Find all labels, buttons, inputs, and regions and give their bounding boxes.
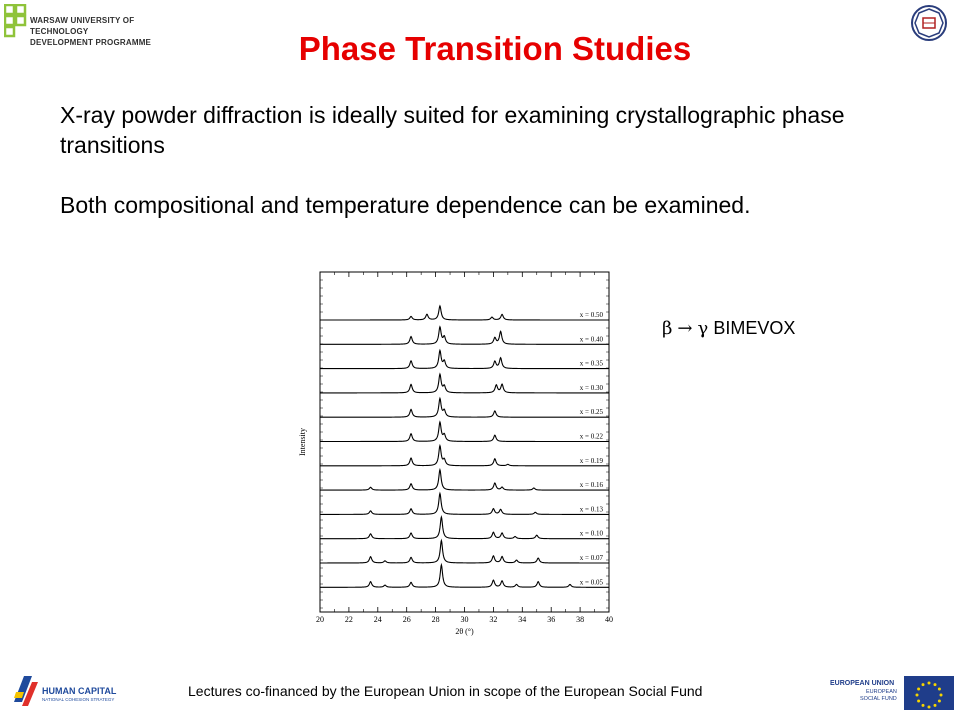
series-label: x = 0.25 <box>580 408 604 416</box>
x-tick-label: 36 <box>547 615 555 624</box>
eu-line3: SOCIAL FUND <box>860 696 897 702</box>
body-text: X-ray powder diffraction is ideally suit… <box>60 100 920 220</box>
wut-logo: WARSAW UNIVERSITY OF TECHNOLOGY DEVELOPM… <box>4 4 194 47</box>
university-emblem-icon <box>910 4 948 42</box>
footer-text: Lectures co-financed by the European Uni… <box>188 683 703 699</box>
series-line <box>320 348 609 370</box>
series-label: x = 0.19 <box>580 457 604 465</box>
xrd-chart-svg: 20 22 24 26 28 30 32 34 36 38 40 2θ (°) Intensity x =… <box>298 271 613 636</box>
x-tick-label: 38 <box>576 615 584 624</box>
series-label: x = 0.22 <box>580 433 604 441</box>
body-paragraph-1: X-ray powder diffraction is ideally suit… <box>60 102 845 158</box>
eu-logo: EUROPEAN UNION EUROPEAN SOCIAL FUND <box>820 672 960 716</box>
hc-line1: HUMAN CAPITAL <box>42 686 117 696</box>
series-label: x = 0.10 <box>580 530 604 538</box>
series-line <box>320 372 609 394</box>
series-label: x = 0.05 <box>580 578 604 586</box>
body-paragraph-2: Both compositional and temperature depen… <box>60 192 751 218</box>
series-line <box>320 562 609 588</box>
wut-org-line1: WARSAW UNIVERSITY OF TECHNOLOGY <box>30 16 135 36</box>
x-tick-label: 22 <box>345 615 353 624</box>
x-tick-label: 34 <box>518 615 526 624</box>
xrd-chart: 20 22 24 26 28 30 32 34 36 38 40 2θ (°) Intensity x =… <box>296 268 616 636</box>
series-line <box>320 443 609 467</box>
human-capital-logo-icon <box>14 676 38 706</box>
series-line <box>320 304 609 321</box>
eu-line2: EUROPEAN <box>866 689 897 695</box>
series-line <box>320 420 609 443</box>
series-line <box>320 467 609 491</box>
beta-symbol: β <box>662 318 673 339</box>
x-tick-label: 40 <box>605 615 613 624</box>
bimevox-label: BIMEVOX <box>713 318 796 338</box>
eu-flag-icon <box>904 676 954 710</box>
arrow-symbol: → <box>677 318 693 339</box>
wut-org-line2: DEVELOPMENT PROGRAMME <box>30 38 152 47</box>
wut-development-logo-icon <box>4 4 27 38</box>
x-tick-label: 26 <box>403 615 411 624</box>
series-label: x = 0.07 <box>580 554 604 562</box>
wut-logo-text: WARSAW UNIVERSITY OF TECHNOLOGY DEVELOPM… <box>30 15 194 48</box>
series-label: x = 0.30 <box>580 384 604 392</box>
series-line <box>320 514 609 540</box>
series-line <box>320 538 609 564</box>
gamma-symbol: γ <box>697 318 709 339</box>
eu-line1: EUROPEAN UNION <box>830 680 895 687</box>
series-label: x = 0.35 <box>580 360 604 368</box>
series-line <box>320 491 609 515</box>
series-label: x = 0.50 <box>580 311 604 319</box>
series-line <box>320 396 609 418</box>
series-label: x = 0.16 <box>580 481 604 489</box>
x-tick-label: 28 <box>432 615 440 624</box>
x-tick-label: 20 <box>316 615 324 624</box>
phase-annotation: β → γ BIMEVOX <box>662 318 795 339</box>
human-capital-logo: HUMAN CAPITAL NATIONAL COHESION STRATEGY <box>10 670 130 716</box>
hc-line2: NATIONAL COHESION STRATEGY <box>42 697 115 702</box>
x-tick-label: 30 <box>461 615 469 624</box>
series-line <box>320 325 609 345</box>
x-tick-label: 32 <box>489 615 497 624</box>
series-label: x = 0.40 <box>580 335 604 343</box>
x-tick-label: 24 <box>374 615 382 624</box>
y-axis-label: Intensity <box>298 428 307 456</box>
x-axis-label: 2θ (°) <box>455 627 474 636</box>
series-label: x = 0.13 <box>580 505 604 513</box>
page-title: Phase Transition Studies <box>298 30 692 67</box>
